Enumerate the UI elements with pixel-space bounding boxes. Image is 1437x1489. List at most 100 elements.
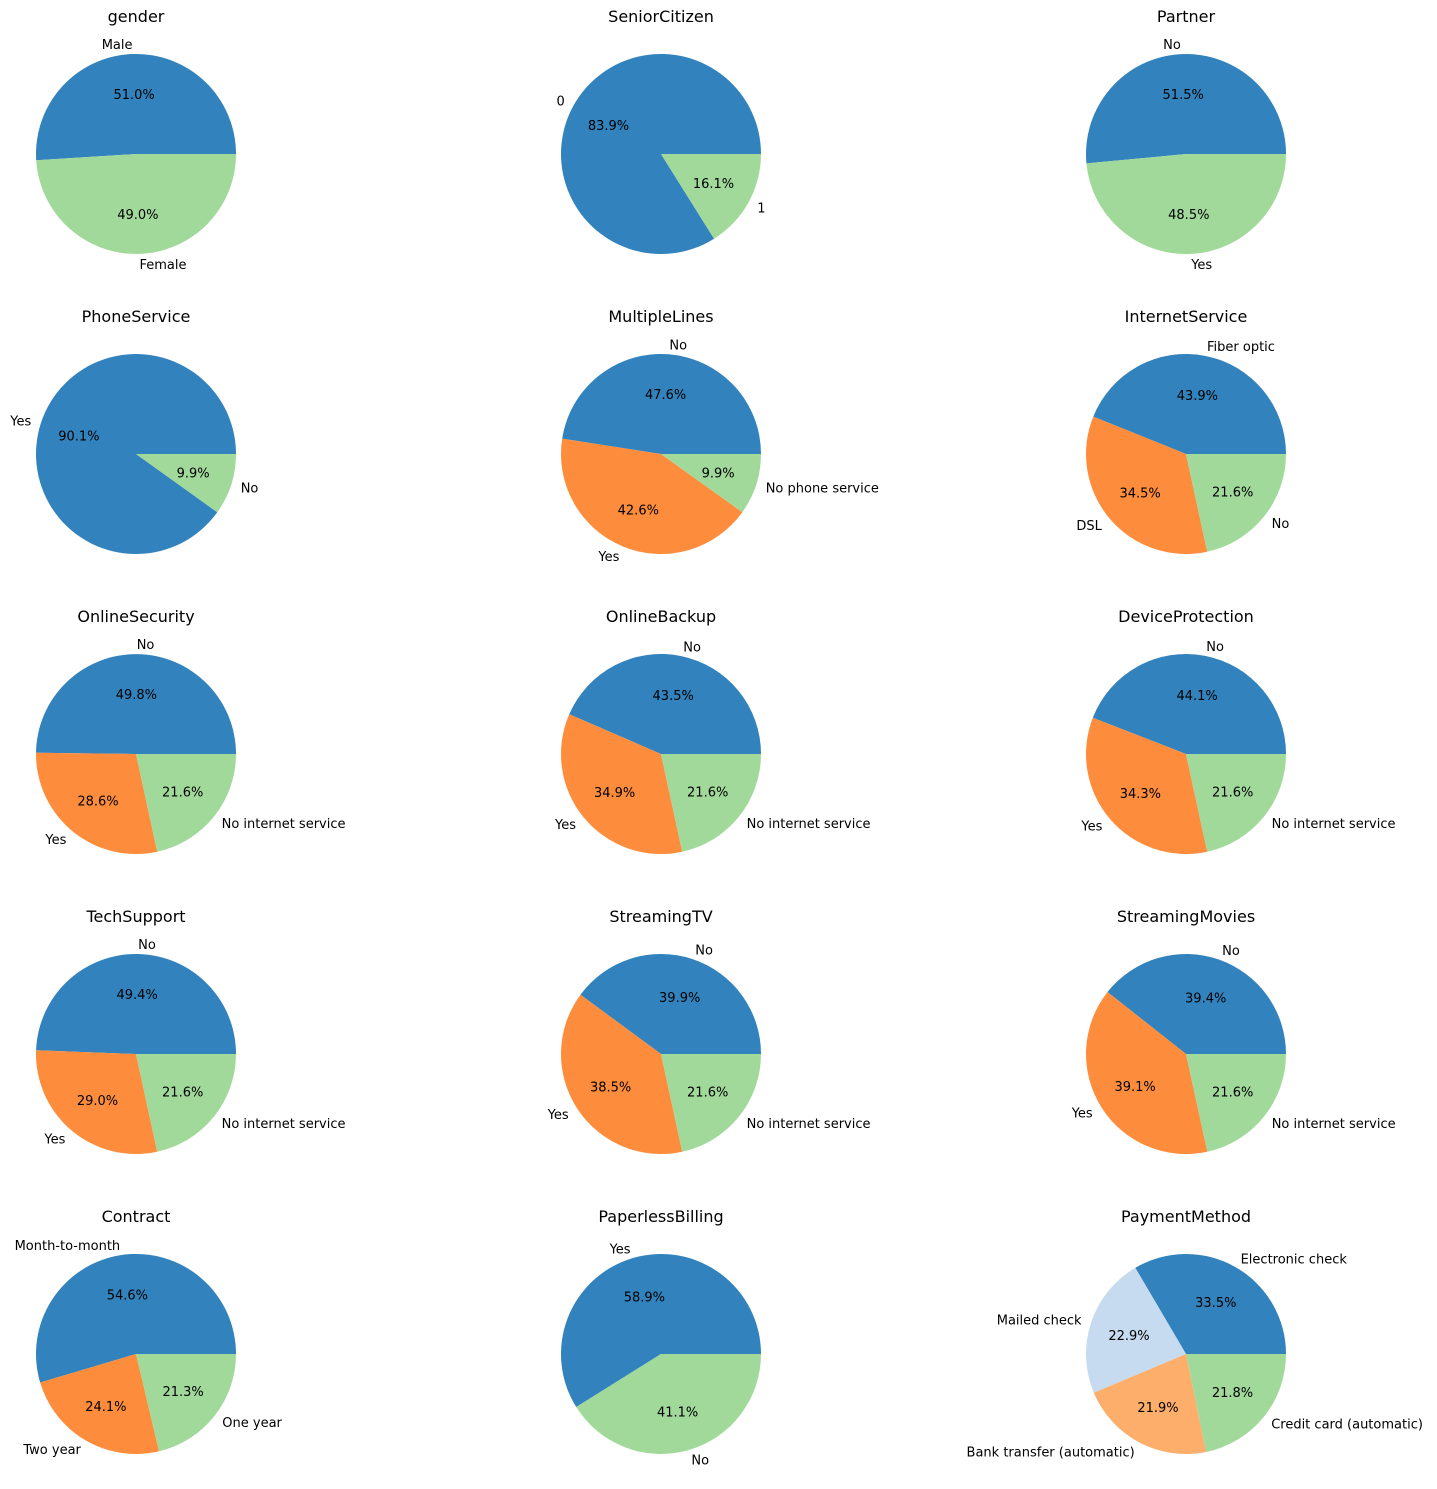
pie-slice-male [36,53,237,161]
pct-label: 51.0% [113,88,154,103]
pie-slice-no [580,953,761,1054]
pct-label: 38.5% [590,1081,631,1096]
slice-label: No internet service [747,817,871,832]
pie-slice-no [569,653,761,754]
slice-label: Yes [1190,258,1212,273]
pct-label: 9.9% [702,466,735,481]
pct-label: 43.9% [1177,389,1218,404]
chart-title: Contract [102,1207,171,1226]
slice-label: Bank transfer (automatic) [967,1445,1135,1460]
slice-label: Yes [547,1108,569,1123]
pie-slice-yes [35,354,237,555]
slice-label: Two year [22,1443,81,1458]
pie-slice-yes [560,714,683,855]
pct-label: 21.6% [162,786,203,801]
pct-label: 33.5% [1195,1296,1236,1311]
pct-label: 29.0% [77,1094,118,1109]
pct-label: 90.1% [58,430,99,445]
slice-label: No internet service [222,817,346,832]
pie-slice-no-phone-service [661,454,762,513]
pie-slice-no [36,953,236,1054]
pie-internetservice: InternetService 43.9% Fiber optic 34.5% DSL 2… [1076,307,1290,555]
pie-slice-yes [36,752,158,855]
slice-label: Yes [597,550,619,565]
pie-multiplelines: MultipleLines 47.6% No 42.6% Yes 9.9% No phone… [560,307,879,565]
pie-slice-fiber-optic [1093,354,1286,454]
pie-gender: gender 51.0% Male 49.0% Female [36,7,237,273]
pie-slice-no [1107,953,1287,1054]
chart-title: SeniorCitizen [608,7,714,26]
slice-label: No [1206,640,1224,655]
pie-streamingmovies: StreamingMovies 39.4% No 39.1% Yes 21.6% No in… [1071,907,1396,1155]
pie-slice-bank-transfer-automatic [1093,1354,1207,1455]
pct-label: 39.4% [1185,991,1226,1006]
slice-label: Month-to-month [15,1239,121,1254]
pie-slice-no [1092,653,1286,754]
slice-label: Male [102,38,133,53]
pie-slice-no [576,1354,761,1455]
pie-partner: Partner 51.5% No 48.5% Yes [1086,7,1286,273]
pie-slice-no-internet-service [136,1054,236,1152]
pct-label: 22.9% [1108,1329,1149,1344]
chart-title: gender [108,7,165,26]
pct-label: 49.8% [116,688,157,703]
pct-label: 54.6% [107,1289,148,1304]
pct-label: 58.9% [624,1290,665,1305]
slice-label: Yes [44,833,66,848]
slice-label: Yes [1080,819,1102,834]
slice-label: No [1222,944,1240,959]
pie-slice-no [1186,454,1286,552]
pie-slice-one-year [136,1354,236,1452]
slice-label: No phone service [766,482,879,497]
slice-label: Yes [609,1242,631,1257]
slice-label: No [1272,517,1290,532]
pie-slice-no-internet-service [1186,754,1286,852]
slice-label: Fiber optic [1207,340,1275,355]
slice-label: No [241,482,259,497]
pie-paperlessbilling: PaperlessBilling 58.9% Yes 41.1% No [561,1207,761,1469]
chart-title: StreamingMovies [1117,907,1255,926]
slice-label: DSL [1076,519,1102,534]
pct-label: 21.6% [162,1086,203,1101]
pie-paymentmethod: PaymentMethod 33.5% Electronic check 22.9% M… [967,1207,1423,1460]
slice-label: Electronic check [1241,1253,1348,1268]
pct-label: 49.4% [116,988,157,1003]
pie-slice-no [562,353,761,454]
pct-label: 42.6% [618,504,659,519]
pie-slice-no-internet-service [1186,1054,1286,1152]
pie-slice-0 [561,54,761,255]
pie-slice-dsl [1086,416,1208,555]
pct-label: 41.1% [657,1406,698,1421]
slice-label: No internet service [747,1117,871,1132]
chart-title: StreamingTV [609,907,712,926]
pie-slice-two-year [40,1354,160,1454]
pie-slice-no [136,454,237,513]
pie-slice-no [36,654,237,754]
chart-title: DeviceProtection [1118,607,1254,626]
pct-label: 83.9% [588,119,629,134]
slice-label: Yes [554,818,576,833]
slice-label: Yes [9,414,31,429]
slice-label: No [137,638,155,653]
chart-title: OnlineSecurity [77,607,194,626]
chart-title: PhoneService [82,307,191,326]
slice-label: No [138,938,156,953]
pct-label: 16.1% [693,177,734,192]
pie-techsupport: TechSupport 49.4% No 29.0% Yes 21.6% No intern… [35,907,346,1155]
pct-label: 34.9% [594,786,635,801]
chart-title: Partner [1157,7,1216,26]
slice-label: No internet service [1272,817,1396,832]
chart-title: InternetService [1125,307,1248,326]
chart-title: PaperlessBilling [598,1207,723,1226]
pie-slice-mailed-check [1086,1267,1186,1393]
pie-streamingtv: StreamingTV 39.9% No 38.5% Yes 21.6% No intern… [547,907,871,1155]
pie-slice-no-internet-service [136,754,236,852]
pie-slice-electronic-check [1135,1254,1286,1354]
pie-slice-month-to-month [36,1253,237,1383]
pct-label: 49.0% [117,208,158,223]
chart-title: OnlineBackup [606,607,716,626]
pie-seniorcitizen: SeniorCitizen 83.9% 0 16.1% 1 [557,7,765,255]
pct-label: 21.8% [1212,1386,1253,1401]
slice-label: 1 [757,201,765,216]
